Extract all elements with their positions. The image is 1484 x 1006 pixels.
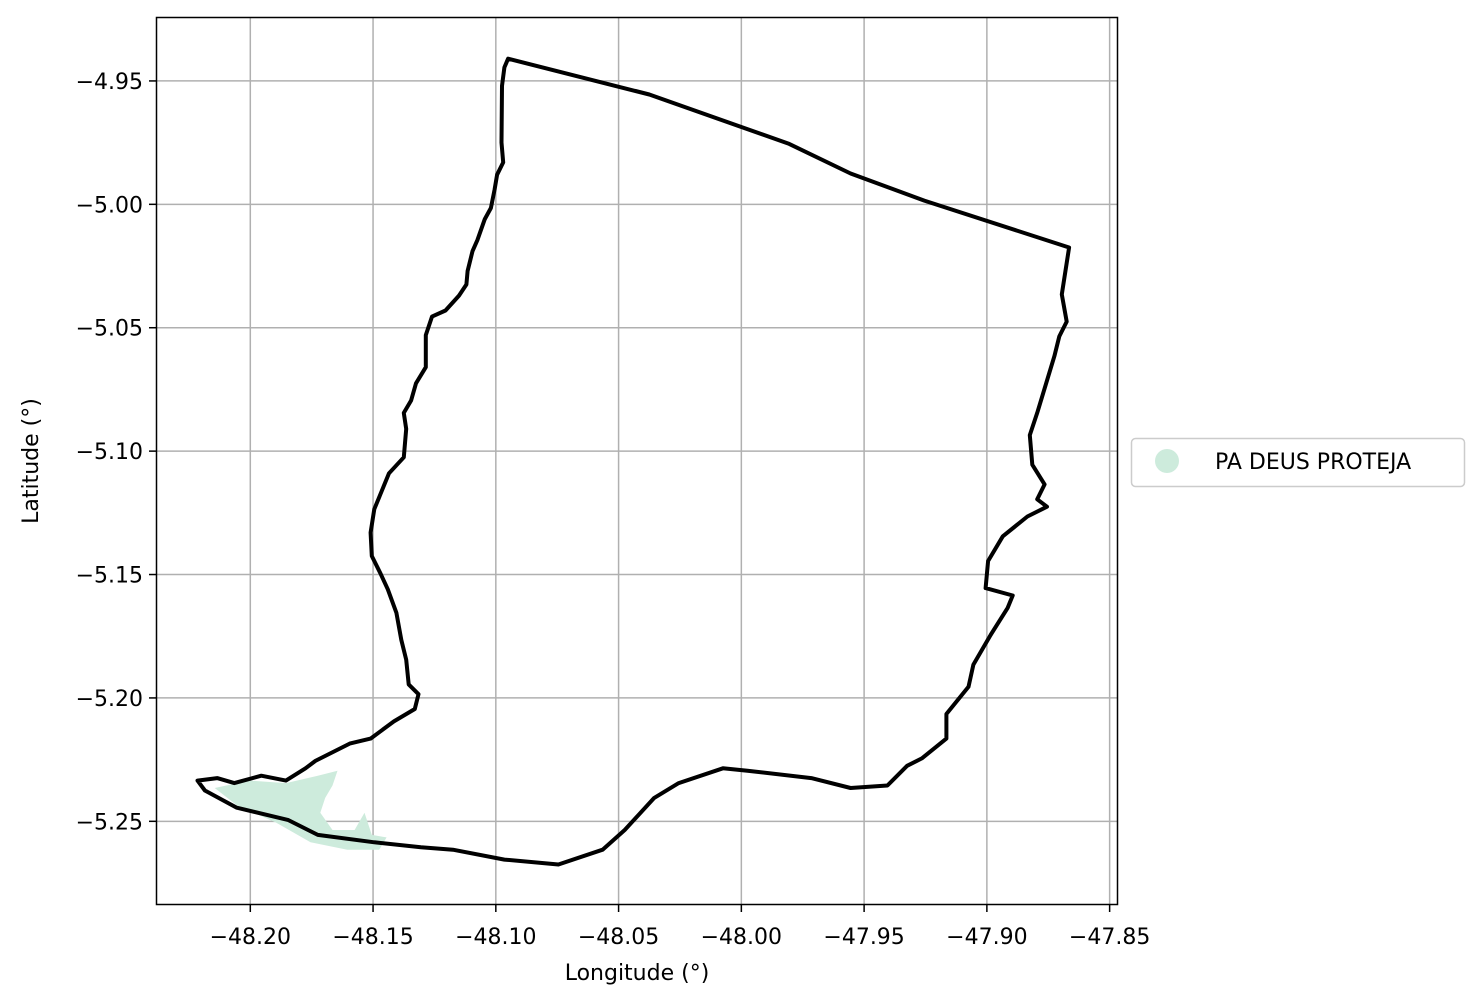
y-tick-label: −4.95 [76,70,143,95]
legend-marker [1155,449,1179,473]
y-tick-label: −5.25 [76,810,143,835]
x-tick-label: −48.10 [455,925,536,950]
x-axis-label: Longitude (°) [565,961,710,986]
y-tick-label: −5.15 [76,564,143,589]
x-tick-label: −48.05 [578,925,659,950]
x-tick-label: −48.00 [701,925,782,950]
y-tick-label: −5.10 [76,440,143,465]
y-tick-label: −5.05 [76,317,143,342]
x-tick-label: −47.90 [946,925,1027,950]
x-tick-label: −48.20 [210,925,291,950]
y-tick-label: −5.20 [76,687,143,712]
x-tick-label: −47.85 [1069,925,1150,950]
legend: PA DEUS PROTEJA [1132,439,1465,487]
y-axis-label: Latitude (°) [19,398,44,524]
x-tick-label: −47.95 [823,925,904,950]
y-tick-label: −5.00 [76,193,143,218]
x-tick-label: −48.15 [332,925,413,950]
legend-label: PA DEUS PROTEJA [1215,450,1411,475]
